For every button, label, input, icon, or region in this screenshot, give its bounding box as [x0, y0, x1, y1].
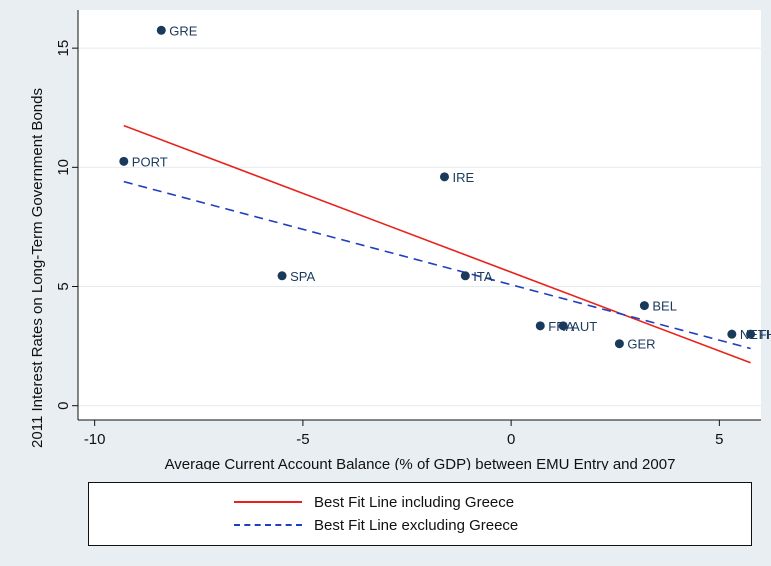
y-tick-label: 10: [55, 159, 72, 176]
data-point-fra: [535, 321, 545, 331]
data-point-port: [119, 156, 129, 166]
legend-label-including-greece: Best Fit Line including Greece: [314, 493, 515, 511]
x-tick-label: -5: [296, 431, 309, 448]
data-point-aut: [558, 321, 568, 331]
point-label-gre: GRE: [169, 23, 198, 38]
data-point-bel: [639, 301, 649, 311]
point-label-ita: ITA: [473, 269, 493, 284]
point-layer: GREPORTIRESPAITABELFRAAUTGERNETHFIN: [119, 23, 771, 352]
x-axis-title: Average Current Account Balance (% of GD…: [165, 456, 676, 470]
data-point-ita: [460, 271, 470, 281]
y-tick-label: 5: [55, 282, 72, 290]
point-label-ger: GER: [627, 337, 655, 352]
data-point-fin: [746, 329, 756, 339]
y-tick-label: 0: [55, 402, 72, 410]
fit-line-including-greece: [123, 124, 751, 364]
x-tick-label: -10: [84, 431, 106, 448]
x-tick-label: 5: [715, 431, 723, 448]
legend: Best Fit Line including Greece Best Fit …: [88, 482, 752, 546]
point-label-fin: FIN: [759, 327, 771, 342]
data-point-neth: [727, 329, 737, 339]
series-layer: [123, 124, 751, 364]
data-point-ger: [614, 339, 624, 349]
point-label-ire: IRE: [452, 170, 474, 185]
data-point-ire: [439, 172, 449, 182]
x-tick-label: 0: [507, 431, 515, 448]
axis-layer: 0 5 10 15 -10 -5 0 5: [55, 10, 761, 448]
legend-swatch-including-greece: [234, 501, 302, 503]
fit-line-excluding-greece: [123, 180, 751, 350]
y-tick-label: 15: [55, 40, 72, 57]
legend-label-excluding-greece: Best Fit Line excluding Greece: [314, 516, 519, 534]
plot-area: [78, 10, 761, 420]
grid-layer: [78, 47, 761, 407]
point-label-bel: BEL: [652, 299, 677, 314]
y-axis-title: 2011 Interest Rates on Long-Term Governm…: [29, 88, 46, 448]
data-point-gre: [156, 25, 166, 35]
point-label-port: PORT: [132, 154, 168, 169]
legend-item-including-greece: Best Fit Line including Greece: [234, 492, 514, 512]
point-label-spa: SPA: [290, 269, 315, 284]
legend-item-excluding-greece: Best Fit Line excluding Greece: [234, 515, 518, 535]
point-label-aut: AUT: [571, 319, 597, 334]
data-point-spa: [277, 271, 287, 281]
legend-swatch-excluding-greece: [234, 524, 302, 526]
